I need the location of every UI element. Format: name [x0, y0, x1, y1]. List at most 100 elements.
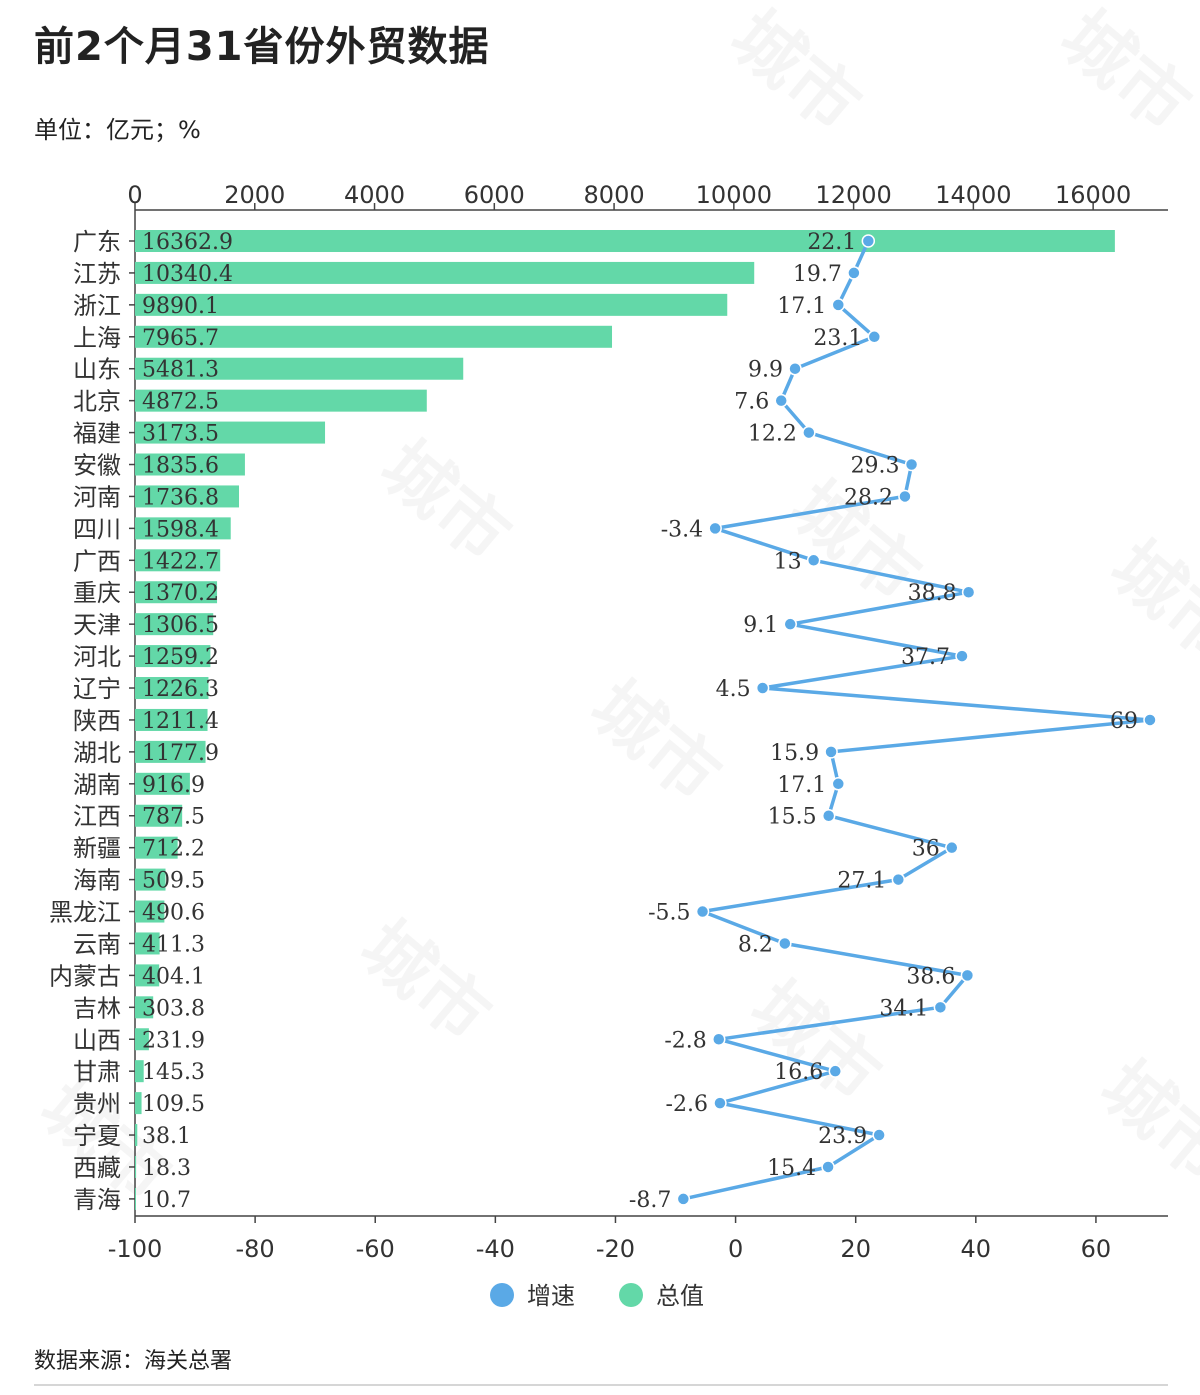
bar: [135, 868, 166, 891]
growth-value-label: 23.1: [813, 326, 862, 351]
bar: [135, 1187, 136, 1210]
growth-point: [802, 425, 816, 440]
category-label: 山西: [73, 1026, 121, 1054]
bottom-axis-tick-label: -60: [356, 1235, 395, 1263]
bar: [135, 261, 755, 284]
growth-point: [755, 681, 770, 695]
growth-value-label: -5.5: [648, 901, 690, 926]
legend: 增速 总值: [490, 1282, 704, 1310]
growth-point: [712, 1032, 726, 1046]
watermark-mark: 城市: [575, 665, 735, 818]
legend-label: 总值: [656, 1282, 704, 1310]
bar: [135, 293, 728, 316]
bar-value-label: 1306.5: [142, 613, 219, 638]
combo-chart: 城市城市城市城市城市城市城市城市城市城市 0200040006000800010…: [49, 0, 1200, 1310]
bar-value-label: 38.1: [142, 1124, 191, 1149]
watermark-mark: 城市: [1085, 1045, 1200, 1198]
bar-value-label: 1259.2: [142, 645, 219, 670]
growth-value-label: -3.4: [661, 517, 703, 542]
watermark-mark: 城市: [365, 425, 525, 578]
bar-value-label: 5481.3: [142, 358, 219, 383]
growth-point: [783, 617, 797, 631]
category-label: 安徽: [73, 452, 121, 480]
growth-value-label: 17.1: [777, 294, 826, 319]
bar-value-label: 1177.9: [142, 741, 219, 766]
bar-value-label: 145.3: [142, 1060, 205, 1085]
growth-point: [778, 936, 792, 951]
growth-value-label: 22.1: [807, 230, 856, 255]
bar-value-label: 411.3: [142, 932, 205, 957]
top-axis-tick-label: 10000: [696, 181, 772, 209]
top-axis-tick-label: 16000: [1055, 181, 1131, 209]
bottom-axis-tick-label: 60: [1081, 1235, 1112, 1263]
growth-value-label: 9.9: [748, 358, 783, 383]
bar: [135, 1028, 149, 1051]
bar-value-label: 1835.6: [142, 454, 219, 479]
category-label: 陕西: [73, 707, 121, 735]
growth-point: [713, 1096, 727, 1110]
bottom-axis-tick-label: -20: [596, 1235, 635, 1263]
category-label: 福建: [73, 420, 121, 448]
category-label: 江苏: [73, 260, 121, 288]
category-label: 北京: [73, 388, 121, 416]
bar-value-label: 712.2: [142, 837, 205, 862]
bar-value-label: 7965.7: [142, 326, 219, 351]
watermark-mark: 城市: [1045, 0, 1200, 148]
growth-value-label: 15.4: [767, 1156, 816, 1181]
top-axis-tick-label: 4000: [344, 181, 405, 209]
bar-value-label: 109.5: [142, 1092, 205, 1117]
growth-point: [933, 1000, 948, 1015]
bar: [135, 1155, 137, 1178]
growth-point: [821, 1160, 835, 1174]
top-axis-tick-label: 6000: [464, 181, 525, 209]
growth-value-label: 37.7: [901, 645, 950, 670]
growth-value-label: 17.1: [777, 773, 826, 798]
watermark-mark: 城市: [1095, 525, 1200, 678]
growth-value-label: 19.7: [793, 262, 842, 287]
growth-value-label: 8.2: [738, 932, 773, 957]
bar: [135, 517, 231, 540]
growth-value-label: 9.1: [743, 613, 778, 638]
category-label: 河北: [73, 643, 121, 671]
bottom-axis-tick-label: -80: [236, 1235, 275, 1263]
growth-value-label: 15.5: [768, 805, 817, 830]
bar-labels: 16362.9 10340.4 9890.1 7965.7 5481.3 4872.5 31…: [142, 230, 233, 1213]
bar: [135, 708, 208, 731]
top-axis-tick-label: 8000: [584, 181, 645, 209]
legend-swatch: [619, 1283, 643, 1307]
category-label: 山东: [73, 356, 121, 384]
bar: [135, 772, 190, 795]
bar-value-label: 1736.8: [142, 485, 219, 510]
category-label: 新疆: [73, 835, 121, 863]
growth-point: [898, 489, 912, 504]
category-label: 内蒙古: [49, 962, 121, 990]
category-label: 宁夏: [73, 1122, 121, 1150]
chart-title: 前2个月31省份外贸数据: [34, 24, 490, 70]
bar-value-label: 10340.4: [142, 262, 233, 287]
growth-value-label: 69: [1110, 709, 1138, 734]
bar: [135, 421, 326, 444]
bar-value-label: 231.9: [142, 1028, 205, 1053]
legend-swatch: [490, 1283, 514, 1307]
category-label: 江西: [73, 803, 121, 831]
top-axis-tick-label: 0: [127, 181, 142, 209]
growth-point: [961, 585, 976, 599]
category-label: 河南: [73, 483, 121, 511]
watermark-mark: 城市: [345, 905, 505, 1058]
growth-point: [861, 234, 876, 248]
unit-label: 单位：亿元；%: [34, 116, 201, 144]
growth-value-label: 34.1: [879, 996, 928, 1021]
category-label: 四川: [73, 515, 121, 543]
category-label: 天津: [73, 611, 121, 639]
growth-value-label: 28.2: [844, 485, 893, 510]
growth-value-label: 7.6: [734, 390, 769, 415]
bar: [135, 740, 206, 763]
growth-point: [676, 1192, 691, 1206]
bar-value-label: 1211.4: [142, 709, 219, 734]
bar: [135, 1124, 138, 1147]
category-label: 湖南: [73, 771, 121, 799]
bar-value-label: 16362.9: [142, 230, 233, 255]
growth-value-label: 38.8: [908, 581, 957, 606]
growth-point: [867, 330, 882, 344]
growth-value-label: -2.6: [666, 1092, 708, 1117]
